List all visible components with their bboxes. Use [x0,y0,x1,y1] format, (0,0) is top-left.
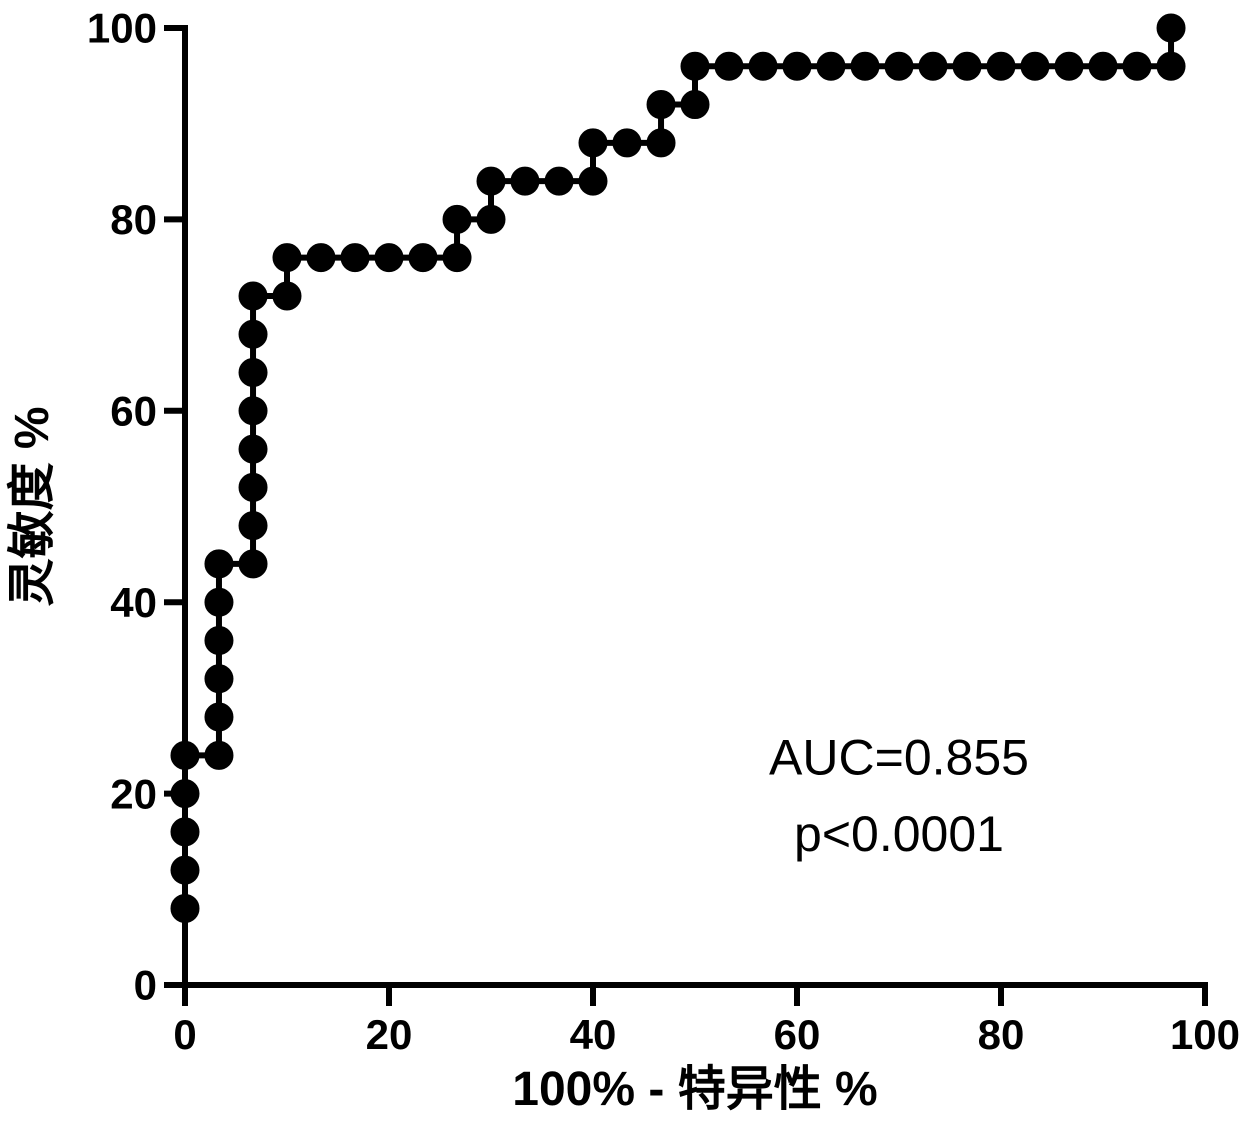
roc-point [443,244,471,272]
y-tick-label: 80 [110,196,157,243]
roc-point [239,512,267,540]
roc-point [239,359,267,387]
y-tick-label: 20 [110,770,157,817]
x-tick-label: 40 [570,1011,617,1058]
roc-point [205,550,233,578]
roc-point [1157,52,1185,80]
roc-point [171,856,199,884]
roc-point [205,665,233,693]
roc-point [409,244,437,272]
roc-point [205,741,233,769]
x-tick-label: 80 [978,1011,1025,1058]
roc-point [375,244,403,272]
roc-point [1157,14,1185,42]
roc-point [613,129,641,157]
roc-point [171,818,199,846]
roc-point [239,282,267,310]
roc-point [579,129,607,157]
roc-point [273,244,301,272]
roc-point [987,52,1015,80]
roc-point [817,52,845,80]
x-tick-label: 0 [173,1011,196,1058]
roc-point [681,91,709,119]
roc-point [681,52,709,80]
roc-point [783,52,811,80]
y-tick-label: 60 [110,388,157,435]
y-axis-label: 灵敏度 % [6,406,59,606]
roc-point [511,167,539,195]
x-tick-label: 100 [1170,1011,1240,1058]
roc-point [341,244,369,272]
roc-point [205,588,233,616]
roc-point [239,397,267,425]
roc-point [239,435,267,463]
y-tick-label: 40 [110,579,157,626]
roc-chart-svg: 0 20 40 60 80 100 0 20 40 60 80 100 100% - 特异性 % 灵敏度 … [0,0,1240,1141]
roc-point [647,91,675,119]
roc-point [1055,52,1083,80]
x-tick-label: 60 [774,1011,821,1058]
roc-point [1123,52,1151,80]
roc-point [1089,52,1117,80]
roc-point [715,52,743,80]
roc-point [171,780,199,808]
y-tick-label: 100 [87,5,157,52]
roc-point [545,167,573,195]
pvalue-annotation: p<0.0001 [794,806,1004,862]
roc-point [919,52,947,80]
roc-point [851,52,879,80]
roc-point [239,473,267,501]
roc-point [273,282,301,310]
auc-annotation: AUC=0.855 [769,729,1029,785]
roc-chart: 0 20 40 60 80 100 0 20 40 60 80 100 100% - 特异性 % 灵敏度 … [0,0,1240,1141]
roc-point [647,129,675,157]
roc-point [239,550,267,578]
x-tick-label: 20 [366,1011,413,1058]
roc-point [885,52,913,80]
roc-point [579,167,607,195]
y-tick-label: 0 [134,962,157,1009]
x-axis-label: 100% - 特异性 % [512,1063,877,1116]
roc-point [171,741,199,769]
roc-point [307,244,335,272]
roc-point [477,205,505,233]
roc-point [953,52,981,80]
roc-point [205,703,233,731]
roc-point [477,167,505,195]
roc-point [205,626,233,654]
roc-point [749,52,777,80]
roc-point [443,205,471,233]
roc-point [239,320,267,348]
roc-point [171,894,199,922]
roc-point [1021,52,1049,80]
